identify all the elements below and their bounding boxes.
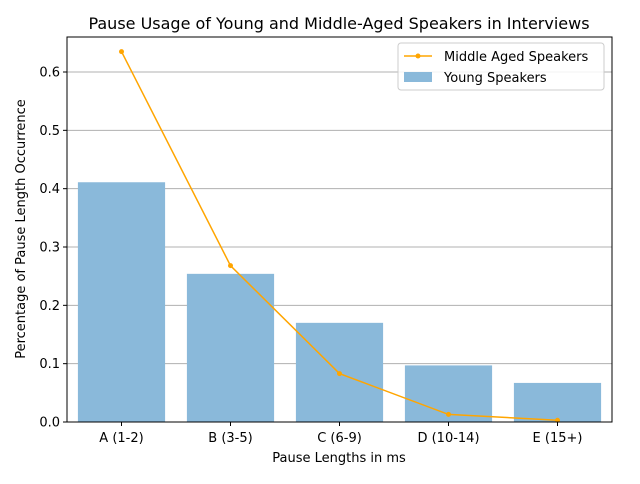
point-middle-aged-2 (337, 371, 342, 377)
bar-young-1 (186, 273, 275, 422)
legend-label-middle-aged: Middle Aged Speakers (444, 50, 588, 65)
x-tick-label: E (15+) (533, 431, 583, 446)
x-tick-label: B (3-5) (208, 431, 252, 446)
y-tick-label: 0.1 (39, 357, 60, 372)
y-tick-label: 0.4 (39, 182, 60, 197)
point-middle-aged-1 (228, 263, 233, 269)
y-tick-label: 0.2 (39, 299, 60, 314)
legend-swatch-young (404, 72, 432, 82)
legend: Middle Aged Speakers Young Speakers (397, 42, 605, 91)
y-axis-ticks: 0.0 0.1 0.2 0.3 0.4 0.5 0.6 (39, 66, 67, 431)
bar-young-4 (513, 382, 602, 422)
point-middle-aged-0 (119, 49, 124, 55)
y-tick-label: 0.6 (39, 66, 60, 81)
legend-label-young: Young Speakers (443, 71, 547, 86)
line-series-middle-aged (119, 49, 560, 423)
x-axis-label: Pause Lengths in ms (272, 451, 406, 466)
bar-young-0 (77, 182, 166, 422)
x-tick-label: C (6-9) (317, 431, 362, 446)
bar-series-young (77, 182, 602, 422)
y-tick-label: 0.3 (39, 241, 60, 256)
point-middle-aged-3 (446, 411, 451, 417)
legend-box (397, 42, 605, 91)
x-axis-ticks: A (1-2) B (3-5) C (6-9) D (10-14) E (15+) (99, 422, 582, 446)
chart-title: Pause Usage of Young and Middle-Aged Spe… (88, 14, 589, 33)
y-tick-label: 0.0 (39, 416, 60, 431)
y-axis-label: Percentage of Pause Length Occurrence (14, 99, 29, 359)
x-tick-label: A (1-2) (99, 431, 143, 446)
x-tick-label: D (10-14) (417, 431, 479, 446)
legend-marker-middle-aged (415, 53, 421, 59)
y-tick-label: 0.5 (39, 124, 60, 139)
